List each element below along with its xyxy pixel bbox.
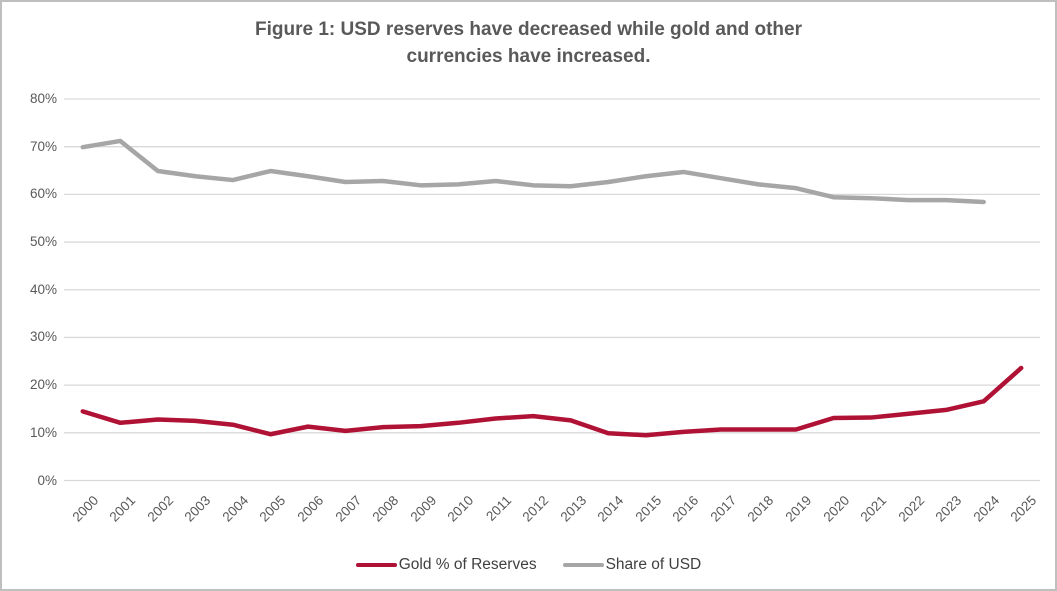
chart-title-line-2: currencies have increased.	[406, 46, 651, 67]
legend-label-gold: Gold % of Reserves	[398, 556, 537, 573]
y-axis-tick-label: 40%	[29, 281, 57, 297]
y-axis-tick-label: 0%	[37, 472, 57, 488]
legend-item-usd: Share of USD	[562, 556, 702, 574]
usd-line-swatch-icon	[562, 562, 604, 568]
legend-label-usd: Share of USD	[605, 556, 702, 573]
chart-title-line-1: Figure 1: USD reserves have decreased wh…	[255, 19, 802, 40]
gold-series-line	[80, 365, 1024, 438]
y-axis-tick-label: 70%	[29, 138, 57, 154]
gridlines	[64, 98, 1040, 482]
y-axis-tick-label: 80%	[29, 91, 57, 106]
y-axis-tick-label: 30%	[29, 329, 57, 345]
y-axis-tick-label: 60%	[29, 186, 57, 202]
usd-series-line	[80, 138, 986, 205]
legend: Gold % of Reserves Share of USD	[2, 556, 1055, 574]
gold-line-swatch-icon	[355, 562, 397, 568]
y-axis-tick-label: 20%	[29, 377, 57, 393]
legend-item-gold: Gold % of Reserves	[355, 556, 537, 574]
y-axis-tick-label: 50%	[29, 234, 57, 250]
chart-title: Figure 1: USD reserves have decreased wh…	[2, 16, 1055, 70]
y-axis-tick-label: 10%	[29, 424, 57, 440]
